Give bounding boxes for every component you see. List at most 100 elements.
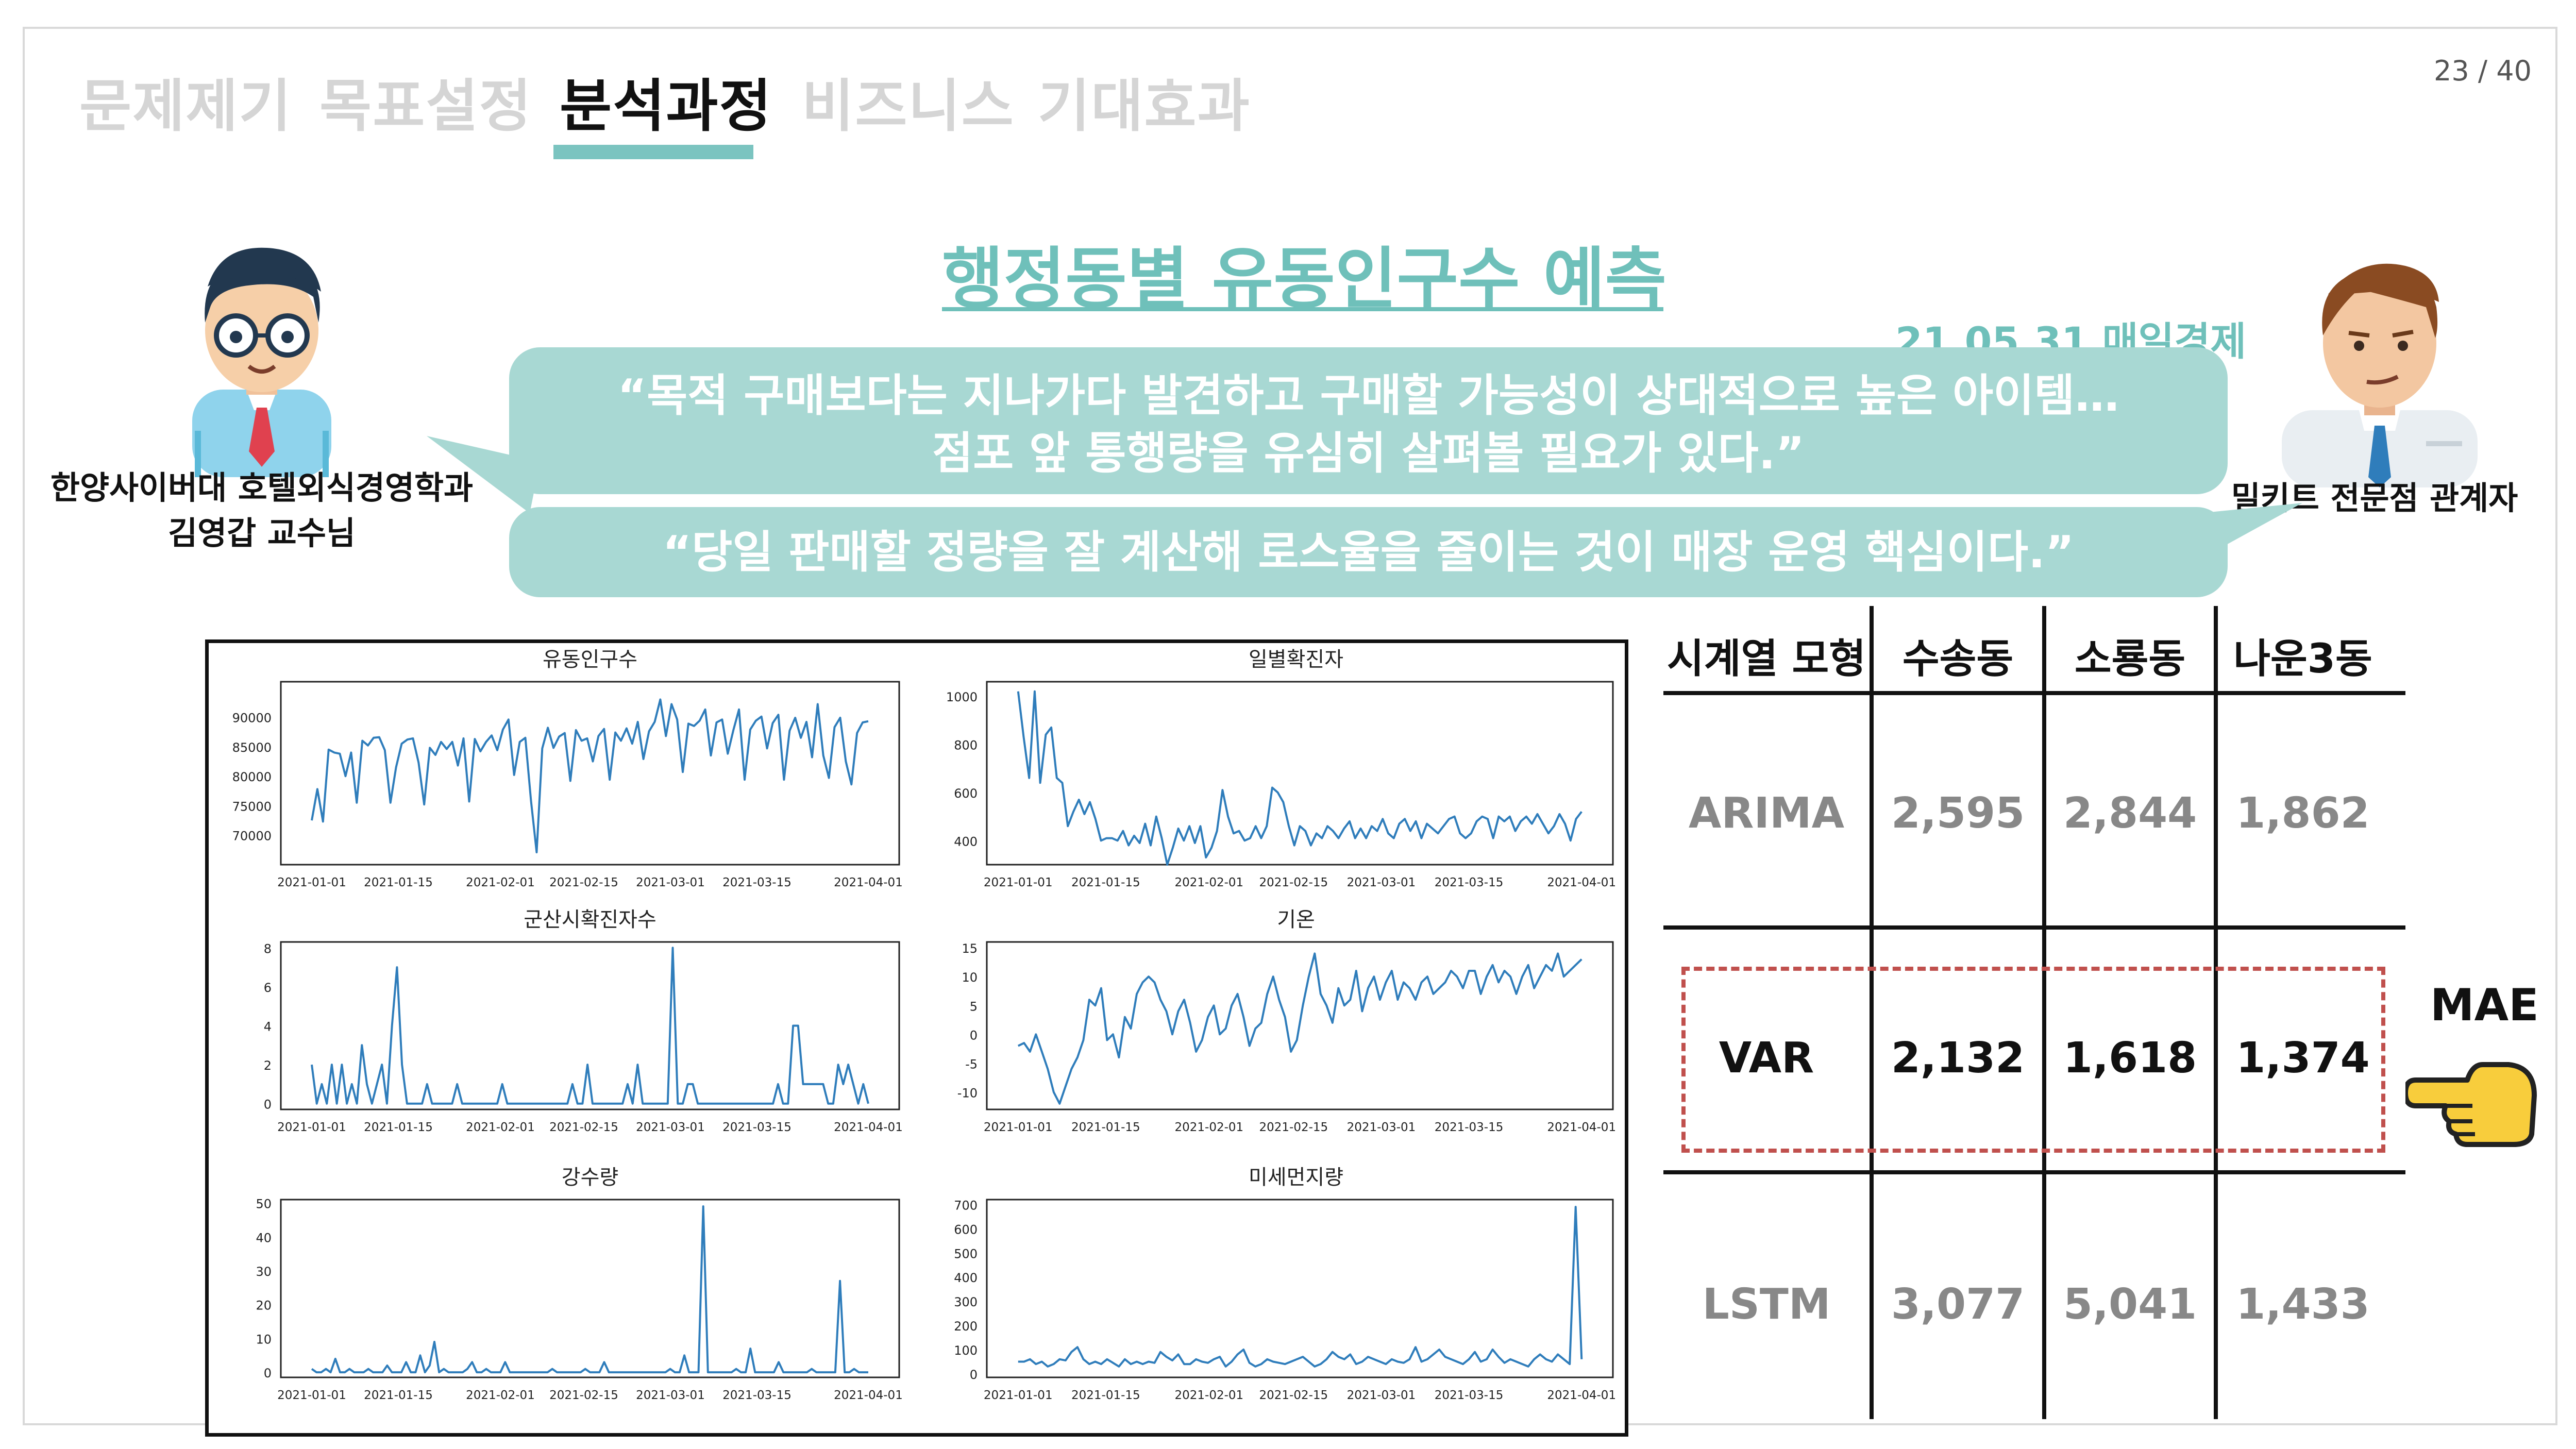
x-tick-label: 2021-03-15 <box>1435 1121 1504 1134</box>
x-tick-label: 2021-03-01 <box>636 876 705 889</box>
y-tick-label: 80000 <box>232 770 272 784</box>
table-cell: 5,041 <box>2063 1280 2197 1329</box>
quote-1-line1: “목적 구매보다는 지나가다 발견하고 구매할 가능성이 상대적으로 높은 아이… <box>617 370 2119 422</box>
chart-title: 군산시확진자수 <box>524 908 656 932</box>
y-tick-label: -5 <box>965 1057 978 1071</box>
tab-business[interactable]: 비즈니스 <box>802 73 1015 139</box>
y-tick-label: 90000 <box>232 711 272 726</box>
table-row-rule-1 <box>1663 925 2405 930</box>
x-tick-label: 2021-03-01 <box>1347 1121 1416 1134</box>
y-tick-label: 5 <box>970 999 978 1014</box>
y-tick-label: 6 <box>264 981 272 995</box>
y-tick-label: 0 <box>264 1098 272 1112</box>
active-tab-indicator <box>553 145 753 159</box>
table-cell: 1,862 <box>2236 789 2370 838</box>
x-tick-label: 2021-01-15 <box>1071 1121 1140 1134</box>
x-tick-label: 2021-03-15 <box>722 876 792 889</box>
x-tick-label: 2021-02-01 <box>466 1389 535 1402</box>
x-tick-label: 2021-03-01 <box>636 1121 705 1134</box>
chart-title: 미세먼지량 <box>1249 1166 1343 1189</box>
y-tick-label: 85000 <box>232 740 272 755</box>
y-tick-label: 600 <box>954 1222 978 1237</box>
x-tick-label: 2021-01-01 <box>984 876 1053 889</box>
x-tick-label: 2021-01-15 <box>1071 876 1140 889</box>
x-tick-label: 2021-03-01 <box>1347 1389 1416 1402</box>
quote-bubble-2: “당일 판매할 정량을 잘 계산해 로스율을 줄이는 것이 매장 운영 핵심이다… <box>509 507 2228 597</box>
x-tick-label: 2021-04-01 <box>1547 1389 1616 1402</box>
x-tick-label: 2021-01-01 <box>277 1121 346 1134</box>
x-tick-label: 2021-01-15 <box>364 876 433 889</box>
y-tick-label: 400 <box>954 1271 978 1285</box>
table-col-divider-1 <box>1870 606 1874 1419</box>
x-tick-label: 2021-02-15 <box>549 1389 618 1402</box>
x-tick-label: 2021-02-15 <box>1259 876 1328 889</box>
table-cell: 2,132 <box>1891 1034 2025 1083</box>
tab-goal[interactable]: 목표설정 <box>319 73 532 139</box>
y-tick-label: 2 <box>264 1058 272 1073</box>
time-series-charts: 유동인구수90000850008000075000700002021-01-01… <box>232 648 1616 1402</box>
chart-frame <box>986 681 1614 866</box>
speaker-left-line1: 한양사이버대 호텔외식경영학과 <box>50 469 474 507</box>
page-number: 23 / 40 <box>2434 55 2532 87</box>
x-tick-label: 2021-01-01 <box>984 1121 1053 1134</box>
x-tick-label: 2021-01-01 <box>277 1389 346 1402</box>
x-tick-label: 2021-02-01 <box>466 876 535 889</box>
speaker-left-line2: 김영갑 교수님 <box>168 514 356 552</box>
y-tick-label: 50 <box>256 1197 272 1211</box>
x-tick-label: 2021-01-15 <box>364 1389 433 1402</box>
chart-frame <box>280 941 900 1110</box>
title-underline <box>942 307 1663 311</box>
y-tick-label: 70000 <box>232 829 272 844</box>
quote-bubble-1: “목적 구매보다는 지나가다 발견하고 구매할 가능성이 상대적으로 높은 아이… <box>509 347 2228 494</box>
y-tick-label: 8 <box>264 941 272 956</box>
series-line <box>1017 690 1582 866</box>
x-tick-label: 2021-03-01 <box>636 1389 705 1402</box>
x-tick-label: 2021-03-15 <box>722 1389 792 1402</box>
series-line <box>1018 1206 1583 1368</box>
table-cell: 2,595 <box>1891 789 2025 838</box>
best-model-highlight-box <box>1681 967 2385 1153</box>
x-tick-label: 2021-04-01 <box>1547 1121 1616 1134</box>
y-tick-label: 0 <box>264 1366 272 1380</box>
table-row-rule-2 <box>1663 1170 2405 1174</box>
tab-analysis[interactable]: 분석과정 <box>560 73 772 139</box>
x-tick-label: 2021-02-01 <box>466 1121 535 1134</box>
y-tick-label: 700 <box>954 1198 978 1212</box>
y-tick-label: 500 <box>954 1246 978 1261</box>
chart-frame <box>280 681 900 866</box>
chart-frame <box>280 1199 900 1378</box>
chart-frame <box>986 1199 1614 1378</box>
table-cell: 1,618 <box>2063 1034 2197 1083</box>
quote-2: “당일 판매할 정량을 잘 계산해 로스율을 줄이는 것이 매장 운영 핵심이다… <box>662 527 2075 578</box>
x-tick-label: 2021-01-15 <box>1071 1389 1140 1402</box>
x-tick-label: 2021-02-15 <box>549 1121 618 1134</box>
y-tick-label: 15 <box>962 941 978 956</box>
series-line <box>311 698 869 853</box>
x-tick-label: 2021-02-01 <box>1174 1389 1243 1402</box>
x-tick-label: 2021-03-15 <box>722 1121 792 1134</box>
charts-panel: 유동인구수 90000 85000 80000 75000 70000 2021-01-01… <box>205 639 1628 1437</box>
slide: 문제제기 목표설정 분석과정 비즈니스 기대효과 23 / 40 행정동별 유동… <box>23 27 2557 1437</box>
table-row-model-highlight: VAR <box>1719 1034 1814 1083</box>
x-tick-label: 2021-01-01 <box>984 1389 1053 1402</box>
y-tick-label: -10 <box>957 1086 978 1100</box>
y-tick-label: 20 <box>256 1299 272 1313</box>
professor-avatar-icon <box>192 247 331 477</box>
tab-expected-effect[interactable]: 기대효과 <box>1038 73 1251 139</box>
chart-title: 일별확진자 <box>1249 648 1343 671</box>
y-tick-label: 400 <box>954 834 978 849</box>
y-tick-label: 0 <box>970 1028 978 1042</box>
table-col-divider-3 <box>2214 606 2218 1419</box>
tab-problem[interactable]: 문제제기 <box>79 73 292 139</box>
x-tick-label: 2021-04-01 <box>834 1389 903 1402</box>
series-line <box>1017 952 1582 1105</box>
x-tick-label: 2021-04-01 <box>834 876 903 889</box>
chart-frame <box>986 941 1614 1110</box>
businessman-avatar-icon <box>2282 263 2478 487</box>
y-tick-label: 30 <box>256 1265 272 1279</box>
slide-title: 행정동별 유동인구수 예측 <box>942 240 1667 318</box>
series-line <box>311 947 869 1105</box>
x-tick-label: 2021-03-01 <box>1347 876 1416 889</box>
y-tick-label: 300 <box>954 1295 978 1309</box>
x-tick-label: 2021-03-15 <box>1435 876 1504 889</box>
